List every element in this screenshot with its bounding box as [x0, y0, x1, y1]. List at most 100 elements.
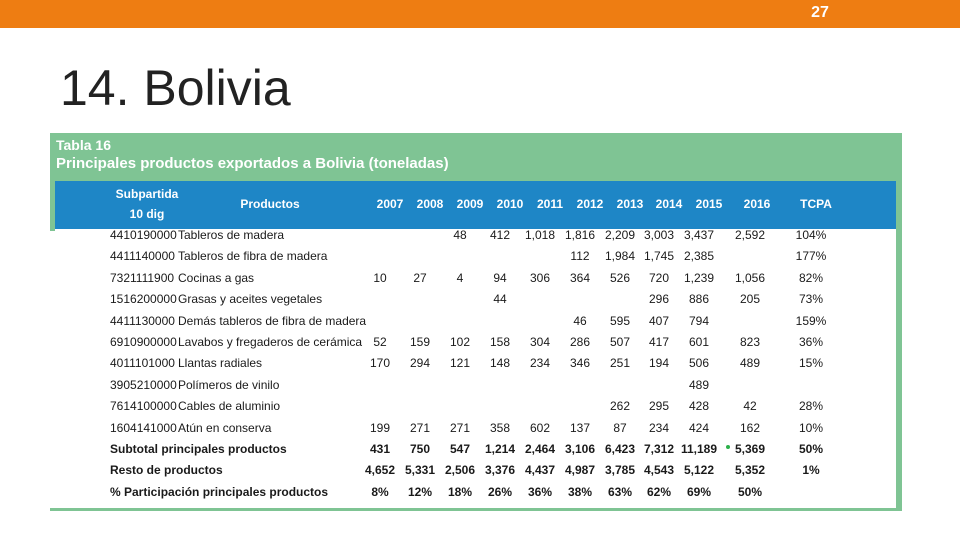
table-cell: 38% [567, 484, 593, 499]
table-cell [360, 246, 400, 267]
table-cell-tcpa: 10% [798, 420, 824, 435]
row-product: Tableros de madera [178, 228, 285, 242]
header-year: 2016 [743, 197, 771, 211]
table-cell-tcpa: 1% [802, 463, 820, 478]
summary-row: Subtotal principales productos 431 750 547 1… [50, 439, 902, 460]
table-cell [727, 246, 773, 267]
table-cell: 11,189 [680, 442, 718, 456]
table-cell: 412 [489, 228, 511, 242]
table-cell [440, 289, 480, 310]
table-right-border [896, 181, 902, 511]
table-cell: 36% [527, 484, 553, 499]
table-number: Tabla 16 [56, 137, 111, 153]
header-year: 2015 [695, 197, 723, 211]
table-cell: 3,785 [604, 463, 636, 478]
table-cell: 69% [686, 484, 712, 499]
table-cell-tcpa: 82% [798, 270, 824, 285]
table-cell [520, 375, 560, 396]
summary-label: Resto de productos [110, 463, 223, 478]
table-cell [639, 375, 679, 396]
table-cell [480, 246, 520, 267]
table-cell: 3,437 [683, 228, 715, 242]
row-product: Cocinas a gas [178, 270, 255, 285]
row-product: Tableros de fibra de madera [178, 249, 328, 264]
table-cell: 5,122 [683, 463, 715, 478]
table-cell [400, 289, 440, 310]
table-cell: 886 [688, 292, 710, 307]
row-product: Lavabos y fregaderos de cerámica [178, 335, 363, 349]
table-row: 4411130000 Demás tableros de fibra de mad… [50, 311, 902, 332]
table-cell [600, 289, 640, 310]
table-cell [480, 311, 520, 332]
page-number: 27 [811, 4, 829, 21]
table-cell [560, 289, 600, 310]
table-cell [727, 375, 773, 396]
table-row: 6910900000 Lavabos y fregaderos de cerámi… [50, 332, 902, 353]
table-cell: 424 [688, 420, 710, 435]
header-productos: Productos [240, 197, 300, 211]
table-cell: 2,592 [734, 228, 766, 242]
table-cell: 489 [688, 377, 710, 392]
row-product: Polímeros de vinilo [178, 377, 280, 392]
summary-row: % Participación principales productos 8% 1… [50, 482, 902, 503]
table-cell: 4,652 [364, 463, 396, 478]
table-cell: 121 [449, 356, 471, 371]
table-cell: 1,214 [484, 442, 516, 456]
table-cell: 7,312 [643, 442, 675, 456]
table-cell: 102 [449, 335, 471, 349]
table-cell [560, 396, 600, 417]
table-cell: 296 [648, 292, 670, 307]
table-cell [520, 289, 560, 310]
table-cell: 158 [489, 335, 511, 349]
table-row: 4011101000 Llantas radiales 170 294 121 148 23… [50, 353, 902, 374]
table-cell: 205 [739, 292, 761, 307]
table-cell [400, 225, 440, 246]
table-cell: 12% [407, 484, 433, 499]
table-cell: 431 [369, 442, 391, 456]
table-cell: 42 [743, 399, 757, 414]
table-cell: 1,056 [734, 270, 766, 285]
table-cell: 1,816 [564, 228, 596, 242]
table-cell: 346 [569, 356, 591, 371]
cell-marker [726, 445, 730, 449]
table-cell: 720 [648, 270, 670, 285]
table-cell: 1,018 [524, 228, 556, 242]
row-code: 4410190000 [110, 228, 177, 242]
table-cell [440, 246, 480, 267]
table-cell [360, 311, 400, 332]
table-cell: 46 [573, 313, 587, 328]
header-year: 2012 [576, 197, 604, 211]
table-cell: 6,423 [604, 442, 636, 456]
table-cell: 3,376 [484, 463, 516, 478]
table-cell: 271 [409, 420, 431, 435]
table-caption-band: Tabla 16 Principales productos exportado… [50, 133, 902, 181]
table-cell: 26% [487, 484, 513, 499]
header-year: 2008 [416, 197, 444, 211]
table-cell: 162 [739, 420, 761, 435]
table-row: 7321111900 Cocinas a gas 10 27 4 94 306 364 526 7… [50, 268, 902, 289]
table-row: 4411140000 Tableros de fibra de madera 112… [50, 246, 902, 267]
header-tcpa: TCPA [800, 197, 832, 211]
table-cell: 2,385 [683, 249, 715, 264]
table-cell [400, 375, 440, 396]
table-cell: 262 [609, 399, 631, 414]
table-cell: 5,331 [404, 463, 436, 478]
table-cell: 2,464 [524, 442, 556, 456]
table-cell-tcpa: 73% [798, 292, 824, 307]
table-cell: 4,543 [643, 463, 675, 478]
row-product: Demás tableros de fibra de madera [178, 313, 367, 328]
row-code: 1604141000 [110, 420, 177, 435]
table-cell: 601 [688, 335, 710, 349]
table-cell: 3,003 [643, 228, 675, 242]
table-cell: 358 [489, 420, 511, 435]
summary-label: % Participación principales productos [110, 484, 329, 499]
table-row: 4410190000 Tableros de madera 48 412 1,018 1,… [50, 225, 902, 246]
table-cell [560, 375, 600, 396]
table-cell [440, 375, 480, 396]
header-year: 2009 [456, 197, 484, 211]
table-cell: 489 [739, 356, 761, 371]
table-cell: 5,369 [734, 442, 766, 456]
table-cell: 194 [648, 356, 670, 371]
exports-table: Tabla 16 Principales productos exportado… [50, 133, 902, 511]
table-cell: 4,987 [564, 463, 596, 478]
